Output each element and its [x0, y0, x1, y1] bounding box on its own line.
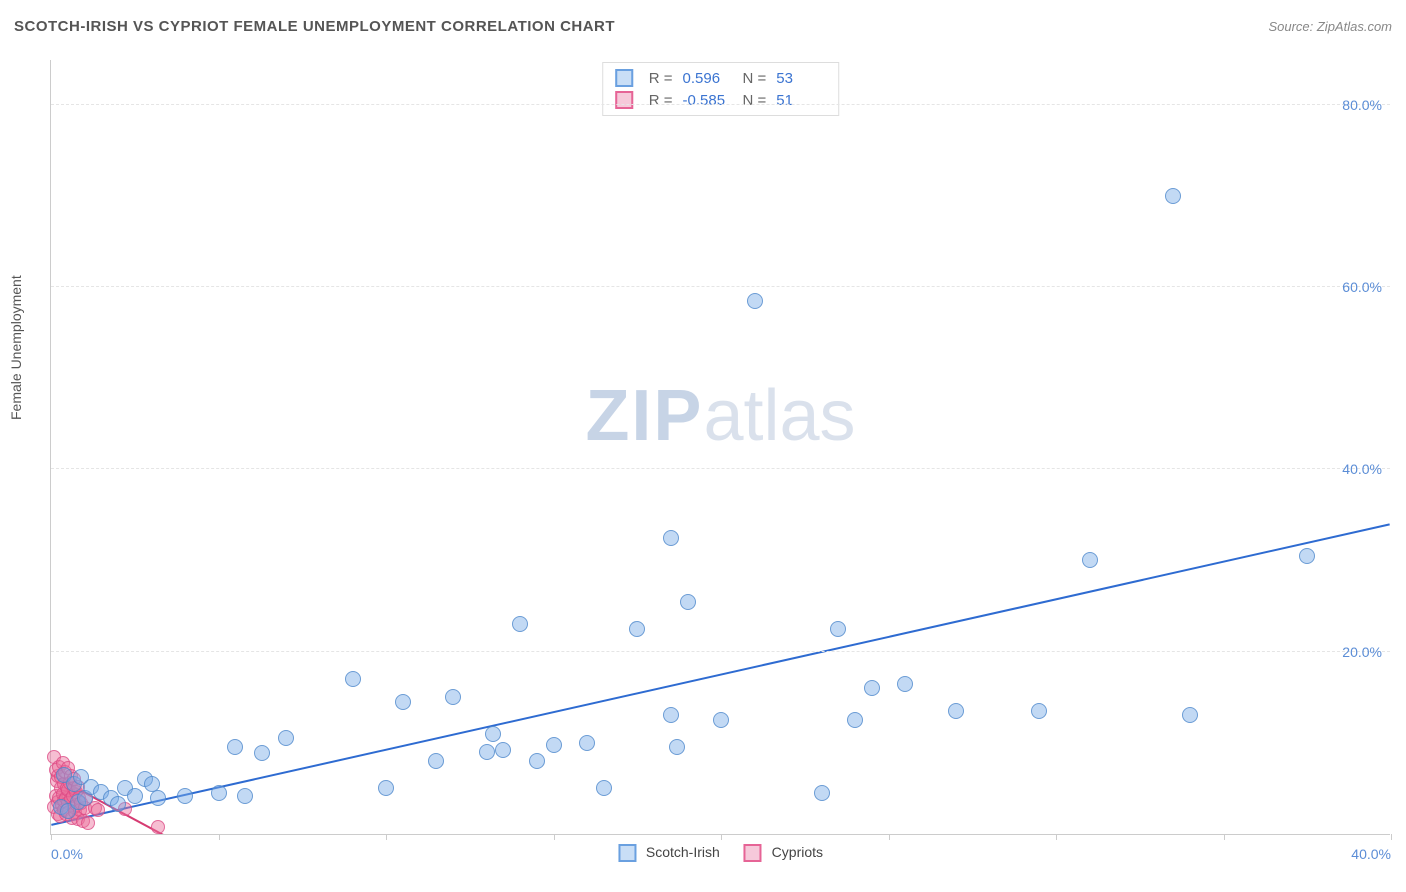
data-point-scotch-irish — [1031, 703, 1047, 719]
y-axis-title: Female Unemployment — [8, 275, 24, 420]
data-point-scotch-irish — [680, 594, 696, 610]
x-tick-label: 40.0% — [1351, 846, 1391, 862]
x-tick — [889, 834, 890, 840]
swatch-blue-icon — [618, 844, 636, 862]
data-point-scotch-irish — [948, 703, 964, 719]
x-tick — [386, 834, 387, 840]
data-point-scotch-irish — [747, 293, 763, 309]
data-point-cypriot — [91, 803, 105, 817]
data-point-scotch-irish — [395, 694, 411, 710]
swatch-pink-icon — [615, 91, 633, 109]
data-point-cypriot — [151, 820, 165, 834]
x-tick — [51, 834, 52, 840]
x-tick-label: 0.0% — [51, 846, 83, 862]
data-point-scotch-irish — [1299, 548, 1315, 564]
data-point-scotch-irish — [546, 737, 562, 753]
data-point-scotch-irish — [110, 796, 126, 812]
x-tick — [1056, 834, 1057, 840]
data-point-scotch-irish — [663, 530, 679, 546]
swatch-blue-icon — [615, 69, 633, 87]
gridline — [51, 104, 1390, 105]
data-point-scotch-irish — [127, 788, 143, 804]
data-point-scotch-irish — [629, 621, 645, 637]
legend-row-cypriots: R = -0.585 N = 51 — [615, 89, 827, 111]
data-point-scotch-irish — [211, 785, 227, 801]
x-tick — [554, 834, 555, 840]
correlation-legend: R = 0.596 N = 53 R = -0.585 N = 51 — [602, 62, 840, 116]
x-tick — [721, 834, 722, 840]
legend-row-scotch-irish: R = 0.596 N = 53 — [615, 67, 827, 89]
data-point-scotch-irish — [830, 621, 846, 637]
data-point-scotch-irish — [479, 744, 495, 760]
data-point-scotch-irish — [378, 780, 394, 796]
data-point-scotch-irish — [596, 780, 612, 796]
data-point-scotch-irish — [227, 739, 243, 755]
data-point-scotch-irish — [512, 616, 528, 632]
data-point-scotch-irish — [1082, 552, 1098, 568]
data-point-scotch-irish — [713, 712, 729, 728]
data-point-scotch-irish — [897, 676, 913, 692]
data-point-scotch-irish — [495, 742, 511, 758]
data-point-scotch-irish — [529, 753, 545, 769]
y-tick-label: 20.0% — [1342, 644, 1382, 660]
x-axis-legend: Scotch-Irish Cypriots — [618, 844, 823, 862]
data-point-scotch-irish — [278, 730, 294, 746]
data-point-scotch-irish — [1165, 188, 1181, 204]
data-point-scotch-irish — [485, 726, 501, 742]
legend-item-scotch-irish: Scotch-Irish — [618, 844, 720, 862]
x-tick — [219, 834, 220, 840]
watermark: ZIPatlas — [585, 375, 855, 457]
data-point-scotch-irish — [445, 689, 461, 705]
source-attribution: Source: ZipAtlas.com — [1268, 19, 1392, 34]
data-point-scotch-irish — [847, 712, 863, 728]
data-point-scotch-irish — [864, 680, 880, 696]
data-point-scotch-irish — [579, 735, 595, 751]
data-point-scotch-irish — [663, 707, 679, 723]
y-tick-label: 40.0% — [1342, 461, 1382, 477]
data-point-scotch-irish — [428, 753, 444, 769]
legend-item-cypriots: Cypriots — [744, 844, 823, 862]
chart-title: SCOTCH-IRISH VS CYPRIOT FEMALE UNEMPLOYM… — [14, 18, 615, 35]
data-point-scotch-irish — [345, 671, 361, 687]
gridline — [51, 468, 1390, 469]
data-point-cypriot — [81, 816, 95, 830]
gridline — [51, 286, 1390, 287]
gridline — [51, 651, 1390, 652]
data-point-scotch-irish — [814, 785, 830, 801]
data-point-scotch-irish — [254, 745, 270, 761]
x-tick — [1391, 834, 1392, 840]
swatch-pink-icon — [744, 844, 762, 862]
y-tick-label: 80.0% — [1342, 97, 1382, 113]
data-point-scotch-irish — [669, 739, 685, 755]
scatter-chart: ZIPatlas R = 0.596 N = 53 R = -0.585 N =… — [50, 60, 1390, 835]
x-tick — [1224, 834, 1225, 840]
data-point-scotch-irish — [150, 790, 166, 806]
data-point-scotch-irish — [1182, 707, 1198, 723]
data-point-scotch-irish — [177, 788, 193, 804]
y-tick-label: 60.0% — [1342, 279, 1382, 295]
data-point-scotch-irish — [237, 788, 253, 804]
